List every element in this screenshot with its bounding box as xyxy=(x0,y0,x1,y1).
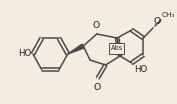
Text: CH₃: CH₃ xyxy=(162,12,175,18)
Text: O: O xyxy=(154,17,161,26)
Text: HO: HO xyxy=(18,50,31,58)
Text: O: O xyxy=(92,21,99,30)
FancyBboxPatch shape xyxy=(109,43,124,54)
Text: Abs: Abs xyxy=(111,46,123,51)
Text: O: O xyxy=(93,83,100,92)
Polygon shape xyxy=(68,44,84,54)
Text: HO: HO xyxy=(135,66,148,74)
